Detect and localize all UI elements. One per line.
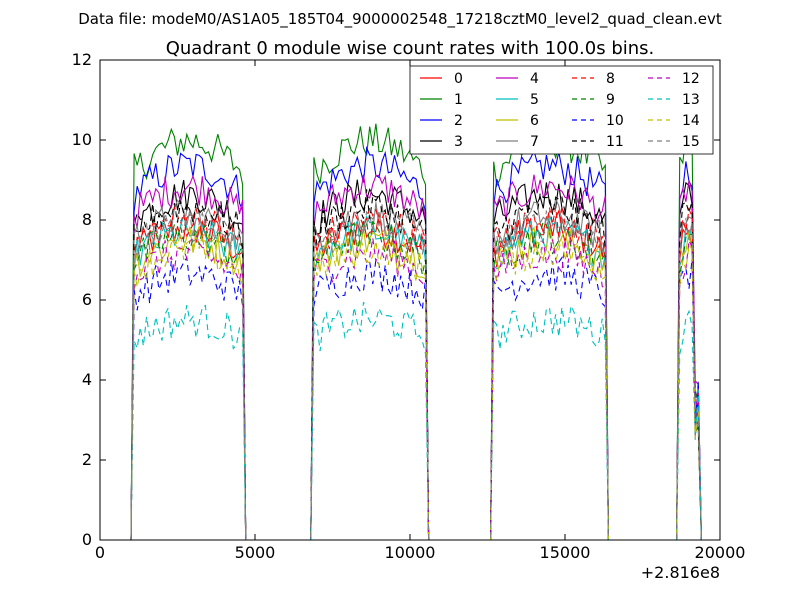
y-tick-label: 6 — [82, 290, 92, 309]
y-tick-label: 4 — [82, 370, 92, 389]
legend-label-2: 2 — [454, 113, 463, 129]
legend-label-14: 14 — [682, 113, 700, 129]
series-line-0 — [130, 209, 702, 541]
series-line-15 — [130, 207, 702, 541]
legend-label-4: 4 — [530, 71, 539, 87]
legend-label-10: 10 — [606, 113, 624, 129]
x-tick-label: 10000 — [385, 543, 436, 562]
y-tick-label: 10 — [72, 130, 92, 149]
series-line-13 — [130, 301, 702, 541]
series-line-8 — [130, 205, 702, 541]
legend-label-7: 7 — [530, 134, 539, 150]
figure-suptitle: Data file: modeM0/AS1A05_185T04_90000025… — [78, 10, 722, 29]
y-tick-label: 0 — [82, 530, 92, 549]
x-tick-label: 20000 — [695, 543, 746, 562]
x-tick-label: 0 — [95, 543, 105, 562]
series-line-3 — [130, 179, 702, 541]
series-line-12 — [130, 234, 702, 541]
legend-label-6: 6 — [530, 113, 539, 129]
legend-label-15: 15 — [682, 134, 700, 150]
legend-label-0: 0 — [454, 71, 463, 87]
legend-label-8: 8 — [606, 71, 615, 87]
series-line-7 — [130, 197, 702, 541]
legend-label-3: 3 — [454, 134, 463, 150]
legend-label-1: 1 — [454, 92, 463, 108]
x-tick-label: 5000 — [235, 543, 276, 562]
legend-label-11: 11 — [606, 134, 624, 150]
x-axis-offset-label: +2.816e8 — [641, 563, 720, 582]
y-tick-label: 12 — [72, 50, 92, 69]
y-tick-label: 8 — [82, 210, 92, 229]
series-line-10 — [130, 256, 702, 541]
chart-title: Quadrant 0 module wise count rates with … — [166, 38, 655, 59]
legend-label-5: 5 — [530, 92, 539, 108]
legend-label-13: 13 — [682, 92, 700, 108]
series-line-11 — [130, 189, 702, 541]
legend-label-12: 12 — [682, 71, 700, 87]
series-line-4 — [130, 174, 702, 541]
x-tick-label: 15000 — [540, 543, 591, 562]
series-layer — [130, 123, 702, 541]
y-tick-label: 2 — [82, 450, 92, 469]
legend-frame — [409, 65, 714, 155]
legend-label-9: 9 — [606, 92, 615, 108]
